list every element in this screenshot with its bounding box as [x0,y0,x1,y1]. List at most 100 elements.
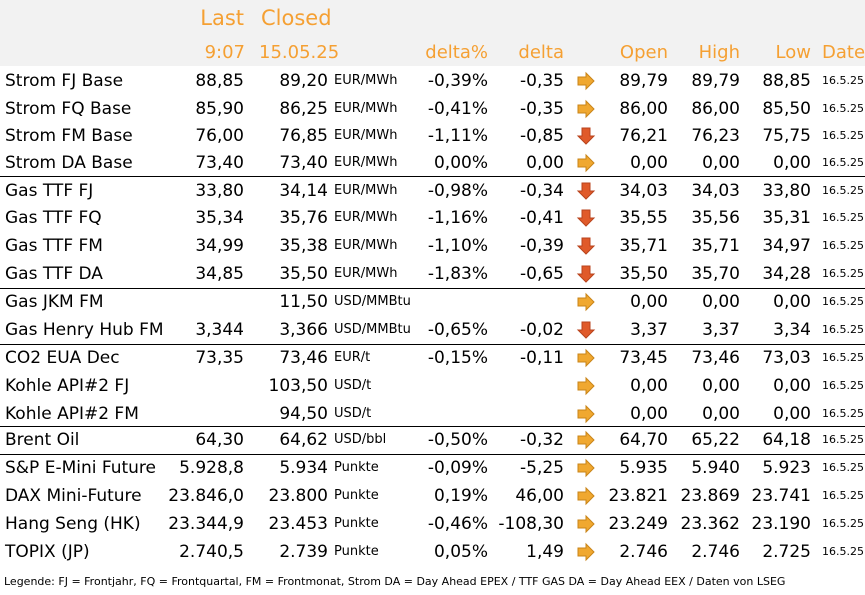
arrow-right-icon [577,71,595,91]
cell-name: Gas TTF FJ [5,181,94,201]
table-row: Gas TTF DA 34,85 35,50 EUR/MWh -1,83% -0,65 35… [0,260,865,288]
table-row: S&P E-Mini Future 5.928,8 5.934 Punkte -0,09… [0,454,865,482]
cell-closed: 2.739 [279,542,328,562]
cell-last: 35,34 [195,208,244,228]
cell-open: 5.935 [619,458,668,478]
cell-last: 2.740,5 [179,542,244,562]
cell-date: 16.5.25 [822,379,864,392]
header-closed-date: 15.05.25 [259,42,340,63]
cell-name: Gas TTF FM [5,236,103,256]
cell-unit: EUR/MWh [334,238,398,253]
cell-delta-pct: -0,65% [427,320,488,340]
cell-last: 73,35 [195,348,244,368]
cell-date: 16.5.25 [822,461,864,474]
cell-closed: 35,38 [279,236,328,256]
cell-date: 16.5.25 [822,351,864,364]
cell-name: Kohle API#2 FJ [5,376,130,396]
cell-unit: USD/MMBtu [334,294,411,309]
cell-unit: USD/t [334,378,372,393]
cell-closed: 35,50 [279,264,328,284]
cell-last: 64,30 [195,430,244,450]
cell-last: 85,90 [195,99,244,119]
cell-name: Gas TTF FQ [5,208,102,228]
cell-closed: 34,14 [279,181,328,201]
cell-high: 89,79 [691,71,740,91]
arrow-down-icon [576,127,596,145]
cell-low: 2.725 [762,542,811,562]
cell-open: 2.746 [619,542,668,562]
cell-unit: EUR/MWh [334,210,398,225]
cell-name: Gas TTF DA [5,264,103,284]
cell-closed: 3,366 [279,320,328,340]
table-row: Gas JKM FM 11,50 USD/MMBtu 0,00 0,00 0,00 16.5… [0,288,865,316]
cell-name: Strom FQ Base [5,99,132,119]
cell-delta: -0,85 [520,126,564,146]
cell-date: 16.5.25 [822,74,864,87]
cell-name: DAX Mini-Future [5,486,142,506]
cell-delta-pct: -0,39% [427,71,488,91]
cell-delta: 0,00 [526,153,564,173]
arrow-down-icon [576,265,596,283]
cell-name: Strom FM Base [5,126,133,146]
cell-low: 0,00 [773,292,811,312]
cell-unit: Punkte [334,516,379,531]
cell-high: 76,23 [691,126,740,146]
cell-delta: -5,25 [520,458,564,478]
header-delta: delta [518,42,564,63]
arrow-right-icon [577,348,595,368]
header-date: Date [822,42,865,63]
cell-closed: 94,50 [279,404,328,424]
table-row: Strom FQ Base 85,90 86,25 EUR/MWh -0,41% -0,3… [0,95,865,123]
cell-low: 34,97 [762,236,811,256]
cell-last: 34,85 [195,264,244,284]
cell-open: 35,55 [619,208,668,228]
cell-delta: -0,41 [520,208,564,228]
cell-unit: EUR/MWh [334,183,398,198]
cell-last: 23.344,9 [168,514,244,534]
cell-unit: EUR/MWh [334,266,398,281]
arrow-right-icon [577,404,595,424]
cell-high: 5.940 [691,458,740,478]
cell-unit: USD/t [334,406,372,421]
cell-date: 16.5.25 [822,211,864,224]
cell-last: 33,80 [195,181,244,201]
arrow-down-icon [576,321,596,339]
cell-open: 3,37 [630,320,668,340]
cell-unit: EUR/MWh [334,128,398,143]
cell-last: 88,85 [195,71,244,91]
cell-closed: 86,25 [279,99,328,119]
arrow-right-icon [577,458,595,478]
cell-unit: Punkte [334,488,379,503]
cell-delta: -108,30 [498,514,564,534]
cell-high: 0,00 [702,292,740,312]
cell-low: 34,28 [762,264,811,284]
cell-closed: 76,85 [279,126,328,146]
cell-delta-pct: -1,16% [427,208,488,228]
cell-delta-pct: -1,10% [427,236,488,256]
cell-unit: EUR/MWh [334,155,398,170]
cell-high: 86,00 [691,99,740,119]
cell-open: 76,21 [619,126,668,146]
cell-closed: 73,40 [279,153,328,173]
cell-high: 35,70 [691,264,740,284]
cell-name: Kohle API#2 FM [5,404,139,424]
cell-low: 0,00 [773,153,811,173]
table-row: Kohle API#2 FM 94,50 USD/t 0,00 0,00 0,00 16.5… [0,400,865,428]
cell-low: 23.741 [751,486,811,506]
legend-text: Legende: FJ = Frontjahr, FQ = Frontquart… [4,575,786,588]
cell-name: Gas JKM FM [5,292,104,312]
cell-delta-pct: 0,05% [433,542,488,562]
cell-date: 16.5.25 [822,545,864,558]
cell-low: 85,50 [762,99,811,119]
cell-closed: 23.453 [268,514,328,534]
cell-delta-pct: 0,00% [433,153,488,173]
table-row: Gas TTF FQ 35,34 35,76 EUR/MWh -1,16% -0,41 35… [0,204,865,232]
header-delta-pct: delta% [425,42,488,63]
cell-delta-pct: -1,11% [427,126,488,146]
arrow-down-icon [576,237,596,255]
arrow-right-icon [577,292,595,312]
cell-last: 76,00 [195,126,244,146]
header-closed: Closed [261,6,332,30]
cell-last: 23.846,0 [168,486,244,506]
cell-date: 16.5.25 [822,102,864,115]
